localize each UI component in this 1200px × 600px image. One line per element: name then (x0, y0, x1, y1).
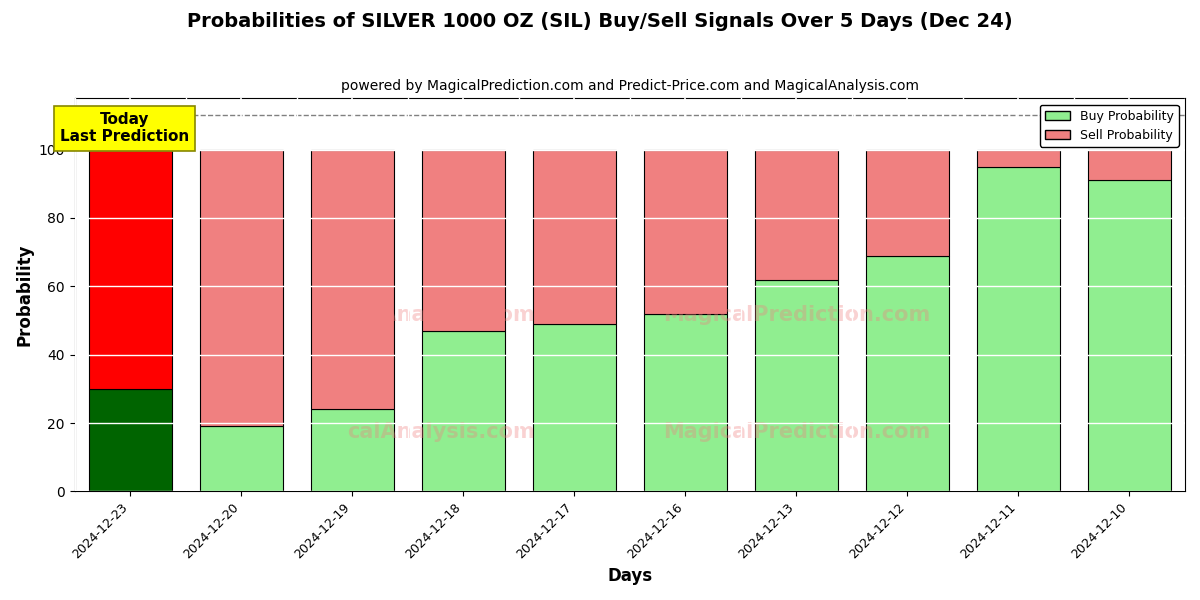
Bar (199, 149, 283, 427)
Text: MagicalPrediction.com: MagicalPrediction.com (662, 305, 930, 325)
Bar (755, 149, 838, 280)
Text: Today
Last Prediction: Today Last Prediction (60, 112, 190, 145)
Bar (865, 149, 949, 256)
Text: MagicalPrediction.com: MagicalPrediction.com (662, 422, 930, 442)
Bar (977, 167, 1060, 491)
Legend: Buy Probability, Sell Probability: Buy Probability, Sell Probability (1040, 104, 1178, 147)
Y-axis label: Probability: Probability (16, 244, 34, 346)
Bar (865, 256, 949, 491)
Bar (89, 389, 172, 491)
Bar (755, 280, 838, 491)
Bar (533, 149, 616, 324)
Bar (199, 427, 283, 491)
Bar (311, 409, 394, 491)
Text: calAnalysis.com: calAnalysis.com (347, 305, 535, 325)
Bar (1088, 181, 1171, 491)
Text: calAnalysis.com: calAnalysis.com (347, 422, 535, 442)
Bar (89, 149, 172, 389)
Bar (643, 314, 727, 491)
Bar (421, 149, 505, 331)
Bar (533, 324, 616, 491)
Bar (1088, 149, 1171, 181)
Bar (977, 149, 1060, 167)
X-axis label: Days: Days (607, 567, 653, 585)
Bar (643, 149, 727, 314)
Bar (421, 331, 505, 491)
Text: Probabilities of SILVER 1000 OZ (SIL) Buy/Sell Signals Over 5 Days (Dec 24): Probabilities of SILVER 1000 OZ (SIL) Bu… (187, 12, 1013, 31)
Bar (311, 149, 394, 409)
Title: powered by MagicalPrediction.com and Predict-Price.com and MagicalAnalysis.com: powered by MagicalPrediction.com and Pre… (341, 79, 919, 93)
